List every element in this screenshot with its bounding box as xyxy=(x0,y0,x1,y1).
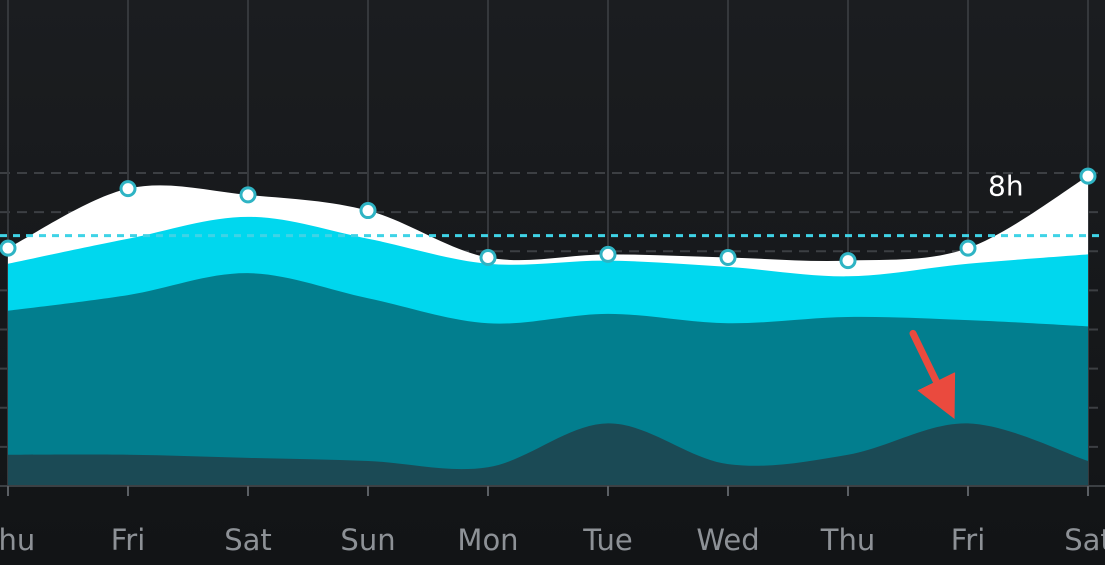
x-axis-ticks xyxy=(7,486,1089,496)
stacked-areas xyxy=(8,176,1088,486)
total-marker xyxy=(719,249,737,267)
total-marker xyxy=(1079,167,1097,185)
annotation-arrow xyxy=(909,329,956,420)
area-series-2 xyxy=(8,273,1088,486)
area-series-1 xyxy=(8,423,1088,486)
total-marker xyxy=(959,239,977,257)
total-marker xyxy=(599,245,617,263)
total-marker xyxy=(119,180,137,198)
total-marker xyxy=(239,186,257,204)
x-tick-label: Fri xyxy=(951,523,986,557)
total-markers xyxy=(0,167,1097,270)
x-tick-label: Thu xyxy=(0,523,35,557)
x-tick-label: Sat xyxy=(224,523,272,557)
x-tick-label: Mon xyxy=(457,523,518,557)
reference-line-label: 8h xyxy=(988,170,1024,203)
x-tick-label: Tue xyxy=(582,523,633,557)
total-marker xyxy=(0,239,17,257)
total-marker xyxy=(359,202,377,220)
total-marker xyxy=(479,249,497,267)
x-tick-label: Thu xyxy=(820,523,875,557)
total-marker xyxy=(839,252,857,270)
x-axis-labels: Thu Fri Sat Sun Mon Tue Wed Thu Fri Sat xyxy=(0,523,1105,557)
x-tick-label: Wed xyxy=(696,523,759,557)
x-tick-label: Fri xyxy=(111,523,146,557)
x-tick-label: Sun xyxy=(340,523,395,557)
x-tick-label: Sat xyxy=(1064,523,1105,557)
